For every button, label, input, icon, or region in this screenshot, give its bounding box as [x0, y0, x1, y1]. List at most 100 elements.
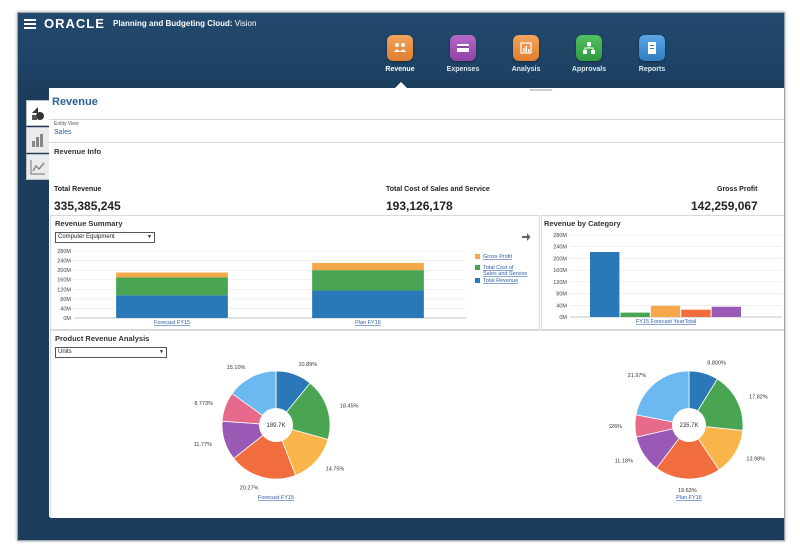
- nav-approvals-label: Approvals: [571, 66, 607, 73]
- bar-segment: [116, 272, 228, 278]
- divider: [49, 142, 784, 143]
- kpi-gross-profit-value: 142,259,067: [691, 199, 758, 213]
- legend-swatch: [475, 278, 480, 283]
- y-tick-label: 200M: [57, 268, 71, 274]
- pie-data-label: 20.27%: [240, 486, 259, 492]
- nav-reports-label: Reports: [638, 66, 666, 73]
- pie-center-label: 235.7K: [679, 423, 698, 429]
- pie-data-label: 18.45%: [340, 403, 359, 409]
- top-navigation-bar: ORACLE Planning and Budgeting Cloud: Vis…: [18, 13, 784, 88]
- expenses-icon: [450, 35, 476, 61]
- legend-label: Total Cost of Sales and Service: [483, 265, 527, 277]
- vtab-charts[interactable]: [26, 127, 50, 153]
- app-window: ORACLE Planning and Budgeting Cloud: Vis…: [17, 12, 785, 541]
- y-tick-label: 80M: [60, 297, 71, 303]
- pie-data-label: 8.773%: [194, 401, 213, 407]
- kpi-cost-value: 193,126,178: [386, 199, 453, 213]
- bar: [681, 309, 711, 317]
- y-tick-label: 40M: [60, 306, 71, 312]
- bar-segment: [312, 290, 424, 318]
- hamburger-menu-icon[interactable]: [24, 19, 36, 29]
- measure-dropdown[interactable]: Units ▼: [55, 347, 167, 358]
- y-tick-label: 0M: [63, 316, 71, 322]
- product-revenue-analysis-panel: Product Revenue Analysis Units ▼ 10.89% 18…: [50, 330, 784, 518]
- revenue-icon: [387, 35, 413, 61]
- tab-underline: [530, 89, 552, 91]
- nav-revenue-label: Revenue: [385, 66, 415, 73]
- y-tick-label: 280M: [57, 249, 71, 255]
- pie-data-label: 19.63%: [678, 488, 697, 494]
- pie-chart-plan: 8.800% 17.82% 13.98% 19.63% 11.18% 6.626% 21.9…: [609, 360, 768, 501]
- shapes-icon: [32, 107, 44, 120]
- nav-approvals[interactable]: Approvals: [559, 35, 619, 73]
- kpi-cost-label: Total Cost of Sales and Service: [386, 186, 490, 193]
- pie-x-label: Forecast FY15: [258, 495, 294, 501]
- entity-view-value[interactable]: Sales: [54, 129, 72, 136]
- revenue-info-title: Revenue Info: [54, 147, 102, 156]
- nav-analysis[interactable]: Analysis: [496, 35, 556, 73]
- y-tick-label: 200M: [553, 256, 567, 262]
- bar-segment: [116, 295, 228, 318]
- y-tick-label: 80M: [556, 292, 567, 298]
- kpi-gross-profit-label: Gross Profit: [717, 186, 758, 193]
- y-tick-label: 280M: [553, 233, 567, 239]
- vtab-revenue[interactable]: [26, 100, 50, 126]
- y-tick-label: 160M: [553, 268, 567, 274]
- pie-data-label: 14.75%: [326, 467, 345, 473]
- product-analysis-title: Product Revenue Analysis: [55, 334, 150, 343]
- entity-view-label: Entity View: [54, 121, 79, 127]
- revenue-by-category-panel: Revenue by Category 0M 40M 80M 120M 160M 200M…: [541, 215, 784, 330]
- product-dropdown-value: Computer Equipment: [58, 234, 115, 240]
- bar: [650, 305, 681, 317]
- pie-data-label: 15.10%: [227, 365, 246, 371]
- pie-slice: [231, 370, 277, 426]
- nav-analysis-label: Analysis: [511, 66, 541, 73]
- revenue-by-category-chart: 0M 40M 80M 120M 160M 200M 240M 280M FY15 Forecas…: [553, 233, 782, 325]
- nav-reports[interactable]: Reports: [622, 35, 682, 73]
- nav-expenses-label: Expenses: [446, 66, 480, 73]
- line-chart-icon: [30, 160, 45, 175]
- arrow-right-icon[interactable]: [521, 232, 531, 242]
- pie-data-label: 17.82%: [749, 394, 768, 400]
- kpi-total-revenue-label: Total Revenue: [54, 186, 102, 193]
- pie-data-label: 6.626%: [609, 424, 622, 430]
- pie-data-label: 13.98%: [746, 456, 765, 462]
- y-tick-label: 120M: [57, 287, 71, 293]
- approvals-icon: [576, 35, 602, 61]
- chevron-down-icon: ▼: [159, 349, 164, 355]
- pie-data-label: 10.89%: [298, 362, 317, 368]
- bar: [590, 251, 620, 317]
- oracle-logo: ORACLE: [44, 16, 105, 31]
- main-content: Revenue Entity View Sales Revenue Info T…: [49, 88, 784, 518]
- pie-data-label: 11.18%: [615, 458, 633, 464]
- revenue-summary-panel: Revenue Summary Computer Equipment ▼ 0M 40…: [50, 215, 540, 330]
- x-category-label: Forecast FY15: [154, 320, 190, 326]
- x-category-label: Plan FY16: [355, 320, 381, 326]
- legend-swatch: [475, 254, 480, 259]
- nav-revenue[interactable]: Revenue: [370, 35, 430, 73]
- y-tick-label: 120M: [553, 280, 567, 286]
- pie-center-label: 189.7K: [266, 423, 285, 429]
- y-tick-label: 240M: [553, 245, 567, 251]
- revenue-by-category-title: Revenue by Category: [544, 219, 621, 228]
- kpi-total-revenue-value: 335,385,245: [54, 199, 121, 213]
- bar-chart-icon: [32, 134, 43, 147]
- reports-icon: [639, 35, 665, 61]
- bar-segment: [312, 262, 424, 271]
- pie-data-label: 21.97%: [628, 373, 647, 379]
- bar: [620, 312, 650, 317]
- pie-data-label: 8.800%: [707, 360, 726, 366]
- nav-expenses[interactable]: Expenses: [433, 35, 493, 73]
- chevron-down-icon: ▼: [147, 234, 152, 240]
- product-title: Planning and Budgeting Cloud: Vision: [113, 19, 256, 28]
- pie-x-label: Plan FY16: [676, 495, 702, 501]
- product-dropdown[interactable]: Computer Equipment ▼: [55, 232, 155, 243]
- active-tab-caret: [395, 82, 407, 88]
- measure-dropdown-value: Units: [58, 349, 72, 355]
- y-tick-label: 0M: [559, 315, 567, 321]
- left-vertical-tabs: [18, 88, 50, 540]
- pie-center-hole: [259, 408, 293, 442]
- pie-slice: [635, 370, 690, 426]
- vtab-trends[interactable]: [26, 154, 50, 180]
- y-tick-label: 240M: [57, 259, 71, 265]
